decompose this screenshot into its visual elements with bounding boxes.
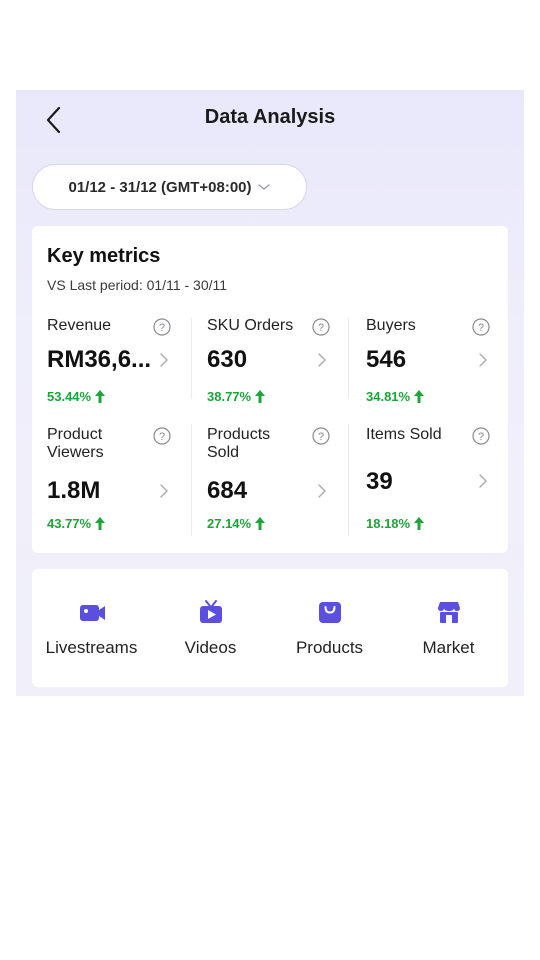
- metric-label: Products Sold: [207, 426, 271, 461]
- metric-buyers[interactable]: Buyers ? 546 34.81%: [366, 317, 516, 417]
- svg-text:?: ?: [318, 322, 324, 334]
- help-icon[interactable]: ?: [472, 427, 490, 445]
- chevron-right-icon: [160, 353, 168, 367]
- video-camera-icon: [79, 605, 105, 621]
- key-metrics-card: Key metrics VS Last period: 01/11 - 30/1…: [32, 226, 508, 553]
- shopping-bag-icon: [318, 602, 341, 623]
- column-divider: [348, 318, 349, 398]
- analysis-nav: Livestreams Videos Products M: [32, 569, 508, 687]
- svg-text:?: ?: [318, 431, 324, 443]
- metric-label: Revenue: [47, 317, 112, 334]
- help-icon[interactable]: ?: [153, 318, 171, 336]
- chevron-left-icon: [46, 106, 61, 134]
- metric-value: 546: [366, 346, 407, 373]
- help-icon[interactable]: ?: [312, 427, 330, 445]
- metric-value: 630: [207, 346, 248, 373]
- metric-change: 27.14%: [207, 516, 266, 531]
- column-divider: [191, 318, 192, 398]
- metric-items-sold[interactable]: Items Sold ? 39 18.18%: [366, 426, 516, 531]
- arrow-up-icon: [95, 517, 106, 530]
- chevron-right-icon: [160, 484, 168, 498]
- help-icon[interactable]: ?: [312, 318, 330, 336]
- metric-label: Buyers: [366, 317, 416, 334]
- chevron-right-icon: [318, 484, 326, 498]
- arrow-up-icon: [414, 517, 425, 530]
- help-icon[interactable]: ?: [472, 318, 490, 336]
- tv-play-icon: [199, 600, 222, 623]
- column-divider: [191, 424, 192, 536]
- metric-product-viewers[interactable]: Product Viewers ? 1.8M 43.77%: [47, 426, 197, 531]
- svg-text:?: ?: [478, 322, 484, 334]
- metric-products-sold[interactable]: Products Sold ? 684 27.14%: [207, 426, 357, 531]
- metric-change-value: 34.81%: [366, 389, 411, 404]
- nav-videos[interactable]: Videos: [151, 569, 270, 687]
- arrow-up-icon: [95, 390, 106, 403]
- header: Data Analysis: [16, 90, 524, 150]
- metric-value: RM36,6...: [47, 346, 152, 373]
- metric-change-value: 53.44%: [47, 389, 92, 404]
- metric-change-value: 18.18%: [366, 516, 411, 531]
- metric-sku-orders[interactable]: SKU Orders ? 630 38.77%: [207, 317, 357, 417]
- arrow-up-icon: [414, 390, 425, 403]
- nav-products[interactable]: Products: [270, 569, 389, 687]
- metric-change: 18.18%: [366, 516, 425, 531]
- storefront-icon: [437, 602, 460, 623]
- metric-change-value: 27.14%: [207, 516, 252, 531]
- nav-label: Videos: [184, 638, 237, 657]
- nav-label: Products: [295, 638, 364, 657]
- metric-label: Items Sold: [366, 426, 442, 443]
- comparison-period: VS Last period: 01/11 - 30/11: [47, 277, 228, 293]
- chevron-down-icon: [257, 182, 271, 192]
- arrow-up-icon: [255, 517, 266, 530]
- metric-change: 34.81%: [366, 389, 425, 404]
- date-range-label: 01/12 - 31/12 (GMT+08:00): [68, 178, 252, 196]
- data-analysis-screen: Data Analysis 01/12 - 31/12 (GMT+08:00) …: [16, 90, 524, 696]
- metric-change-value: 43.77%: [47, 516, 92, 531]
- metric-revenue[interactable]: Revenue ? RM36,6... 53.44%: [47, 317, 197, 417]
- arrow-up-icon: [255, 390, 266, 403]
- key-metrics-title: Key metrics: [47, 245, 161, 267]
- svg-text:?: ?: [159, 322, 165, 334]
- metric-label: Product Viewers: [47, 426, 104, 461]
- metric-change: 38.77%: [207, 389, 266, 404]
- date-range-selector[interactable]: 01/12 - 31/12 (GMT+08:00): [32, 164, 307, 210]
- metric-change: 53.44%: [47, 389, 106, 404]
- metric-label: SKU Orders: [207, 317, 294, 334]
- metric-value: 1.8M: [47, 477, 101, 504]
- svg-text:?: ?: [478, 431, 484, 443]
- nav-label: Livestreams: [45, 638, 138, 657]
- metric-change: 43.77%: [47, 516, 106, 531]
- chevron-right-icon: [318, 353, 326, 367]
- metric-change-value: 38.77%: [207, 389, 252, 404]
- back-button[interactable]: [40, 104, 70, 136]
- nav-label: Market: [422, 638, 475, 657]
- nav-livestreams[interactable]: Livestreams: [32, 569, 151, 687]
- chevron-right-icon: [479, 353, 487, 367]
- chevron-right-icon: [479, 474, 487, 488]
- help-icon[interactable]: ?: [153, 427, 171, 445]
- metric-value: 39: [366, 468, 393, 495]
- svg-text:?: ?: [159, 431, 165, 443]
- page-title: Data Analysis: [204, 106, 336, 128]
- column-divider: [348, 424, 349, 536]
- nav-market[interactable]: Market: [389, 569, 508, 687]
- metric-value: 684: [207, 477, 248, 504]
